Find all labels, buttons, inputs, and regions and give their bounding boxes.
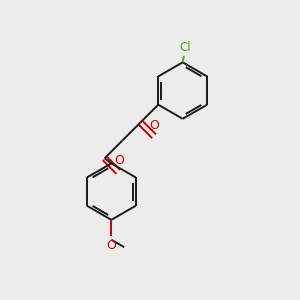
Text: O: O bbox=[106, 238, 116, 252]
Text: O: O bbox=[114, 154, 124, 167]
Text: Cl: Cl bbox=[179, 41, 191, 54]
Text: O: O bbox=[150, 119, 160, 132]
